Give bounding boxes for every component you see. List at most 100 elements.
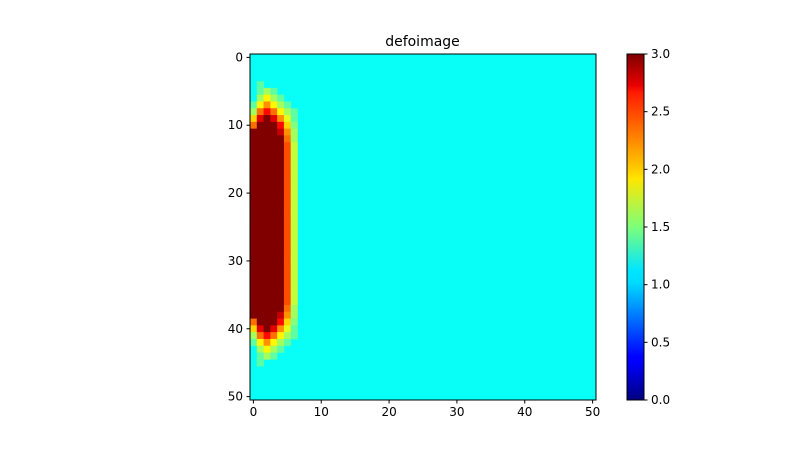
- heatmap-cell: [263, 230, 271, 238]
- heatmap-cell: [263, 87, 271, 96]
- heatmap-cell: [256, 169, 264, 177]
- heatmap-cell: [263, 210, 271, 218]
- heatmap-cell: [270, 162, 278, 170]
- heatmap-cell: [277, 284, 285, 292]
- heatmap-cell: [250, 291, 258, 299]
- heatmap-cell: [256, 223, 264, 231]
- heatmap-cell: [283, 101, 292, 109]
- x-tick-label: 40: [517, 405, 532, 419]
- heatmap-cell: [250, 148, 258, 157]
- heatmap-cell: [263, 101, 271, 109]
- heatmap-cell: [290, 182, 298, 191]
- heatmap-cell: [250, 189, 258, 197]
- heatmap-cell: [290, 257, 298, 265]
- heatmap-cell: [283, 121, 292, 129]
- heatmap-cell: [290, 115, 298, 123]
- heatmap-cell: [283, 196, 292, 204]
- heatmap-cell: [290, 148, 298, 157]
- heatmap-cell: [256, 271, 264, 279]
- heatmap-cell: [283, 135, 292, 143]
- heatmap-cell: [270, 291, 278, 299]
- heatmap-cell: [263, 237, 271, 245]
- heatmap-cell: [250, 216, 258, 224]
- heatmap-cell: [250, 182, 258, 191]
- heatmap-cell: [290, 318, 298, 326]
- heatmap-cell: [270, 135, 278, 143]
- heatmap-cell: [290, 210, 298, 218]
- heatmap-cell: [277, 169, 285, 177]
- heatmap-cell: [250, 338, 258, 347]
- heatmap-cell: [250, 250, 258, 258]
- heatmap-cell: [277, 189, 285, 197]
- heatmap-cell: [256, 243, 264, 252]
- heatmap-cell: [277, 203, 285, 211]
- heatmap-cell: [263, 162, 271, 170]
- heatmap-cell: [277, 291, 285, 299]
- heatmap-cell: [290, 196, 298, 204]
- heatmap-cell: [270, 237, 278, 245]
- heatmap-cell: [256, 264, 264, 272]
- heatmap-cell: [277, 305, 285, 313]
- heatmap-cell: [277, 332, 285, 340]
- heatmap-cell: [256, 135, 264, 143]
- heatmap-cell: [277, 155, 285, 163]
- heatmap-cell: [283, 325, 292, 333]
- heatmap-cell: [270, 108, 278, 116]
- colorbar-tick-label: 1.0: [651, 278, 670, 292]
- heatmap-cell: [283, 318, 292, 326]
- colorbar-tick-label: 2.5: [651, 105, 670, 119]
- heatmap-cell: [250, 142, 258, 150]
- heatmap-cell: [277, 338, 285, 347]
- heatmap-cell: [277, 121, 285, 129]
- heatmap-cell: [250, 196, 258, 204]
- heatmap-cell: [250, 135, 258, 143]
- heatmap-cell: [270, 338, 278, 347]
- heatmap-cell: [250, 284, 258, 292]
- heatmap-cell: [277, 135, 285, 143]
- heatmap-cell: [263, 257, 271, 265]
- heatmap-cell: [263, 223, 271, 231]
- heatmap-cell: [270, 284, 278, 292]
- heatmap-cell: [263, 298, 271, 306]
- heatmap-cell: [263, 271, 271, 279]
- heatmap-cell: [263, 250, 271, 258]
- heatmap-cell: [290, 169, 298, 177]
- heatmap-cell: [256, 203, 264, 211]
- heatmap-cell: [277, 230, 285, 238]
- heatmap-cell: [277, 176, 285, 184]
- heatmap-cell: [283, 128, 292, 136]
- heatmap-cell: [283, 108, 292, 116]
- heatmap-cell: [263, 284, 271, 292]
- heatmap-cell: [283, 332, 292, 340]
- heatmap-cell: [250, 203, 258, 211]
- heatmap-cell: [283, 203, 292, 211]
- x-tick-label: 0: [250, 405, 258, 419]
- heatmap-cell: [270, 94, 278, 102]
- heatmap-cell: [263, 115, 271, 123]
- heatmap-cell: [290, 135, 298, 143]
- heatmap-cell: [270, 345, 278, 353]
- heatmap-cell: [256, 311, 264, 319]
- heatmap-cell: [263, 108, 271, 116]
- heatmap-cell: [277, 271, 285, 279]
- heatmap-cell: [277, 128, 285, 136]
- colorbar-tick-label: 2.0: [651, 162, 670, 176]
- heatmap-cell: [256, 359, 264, 367]
- heatmap-cell: [256, 101, 264, 109]
- heatmap-cell: [263, 155, 271, 163]
- heatmap-cell: [263, 216, 271, 224]
- heatmap-cell: [263, 196, 271, 204]
- heatmap-cell: [263, 148, 271, 157]
- heatmap-cell: [283, 182, 292, 191]
- heatmap-cell: [283, 237, 292, 245]
- heatmap-cell: [283, 162, 292, 170]
- y-tick-label: 40: [228, 322, 243, 336]
- heatmap-cell: [290, 216, 298, 224]
- heatmap-cell: [283, 142, 292, 150]
- heatmap-cell: [270, 311, 278, 319]
- heatmap-cell: [283, 264, 292, 272]
- y-tick-label: 10: [228, 118, 243, 132]
- heatmap-cell: [256, 115, 264, 123]
- heatmap-cell: [250, 115, 258, 123]
